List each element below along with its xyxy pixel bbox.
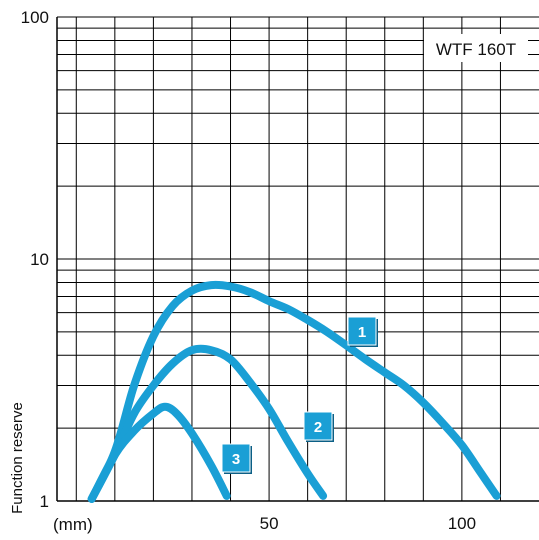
x-tick-label: 100	[448, 514, 476, 533]
chart-grid	[57, 16, 539, 501]
chart-labels: 1 10 100 50 100 (mm) Function reserve WTF 160T 1…	[9, 8, 528, 534]
series-line-3	[87, 402, 231, 503]
series-badge-label-2: 2	[314, 419, 322, 436]
y-tick-label: 1	[40, 492, 49, 511]
x-tick-label: 50	[260, 514, 279, 533]
series-line-2	[87, 344, 328, 503]
series-badge-3	[221, 443, 251, 473]
chart-axes	[56, 17, 539, 502]
series-badge-label-3: 3	[232, 451, 240, 468]
series-badge-label-1: 1	[358, 324, 366, 341]
y-tick-label: 10	[30, 250, 49, 269]
model-label-background	[424, 34, 528, 62]
series-line-1	[87, 280, 501, 503]
series-badge-2	[303, 411, 333, 441]
model-label: WTF 160T	[436, 40, 516, 59]
y-axis-label: Function reserve	[9, 402, 26, 514]
x-unit-label: (mm)	[53, 515, 93, 534]
chart-series	[87, 280, 501, 503]
y-tick-label: 100	[21, 8, 49, 27]
series-badge-1	[347, 316, 377, 346]
